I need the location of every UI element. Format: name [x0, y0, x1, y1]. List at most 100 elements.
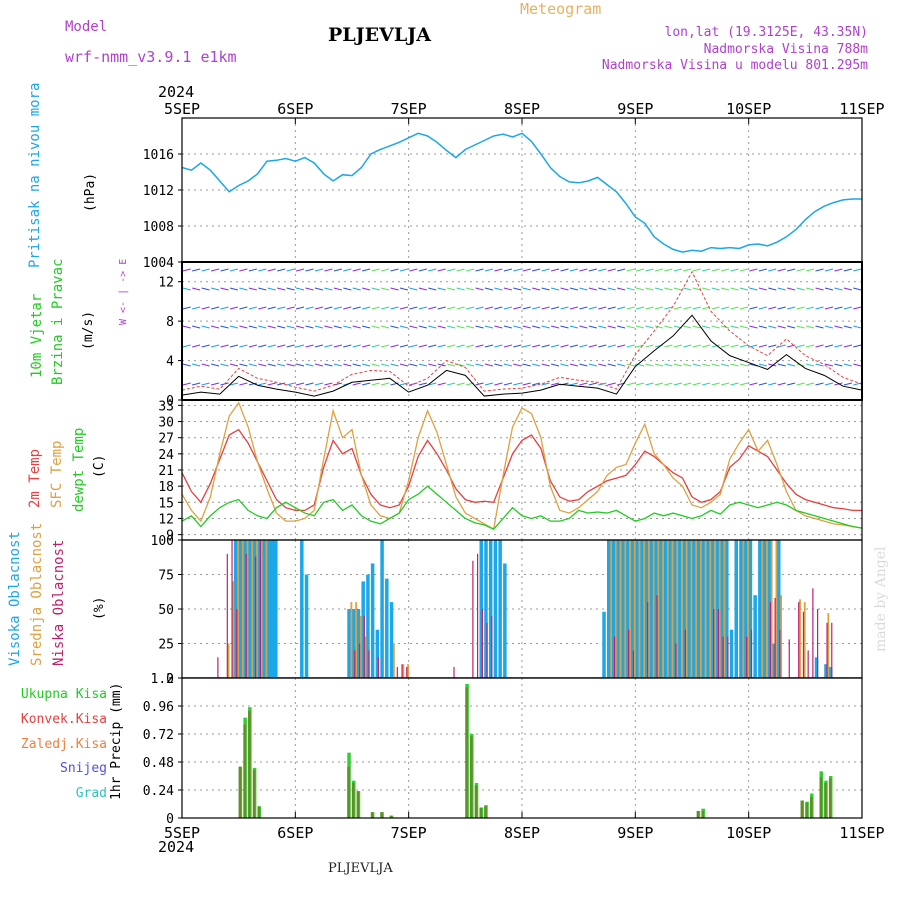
- wind-barb: [579, 325, 588, 329]
- low-cloud-bar: [472, 560, 474, 678]
- wind-barb: [522, 268, 531, 272]
- wind-barb: [192, 344, 201, 348]
- wind-barb: [579, 363, 588, 367]
- wind-barb: [352, 382, 361, 386]
- wind-barb: [522, 382, 531, 386]
- wind-barb: [513, 344, 522, 348]
- low-cloud-bar: [231, 540, 233, 678]
- wind-barb: [314, 306, 324, 310]
- wind-barb: [239, 382, 248, 386]
- wind-barb: [305, 287, 314, 291]
- low-cloud-bar: [477, 553, 479, 678]
- wind-barb: [853, 287, 862, 291]
- wind-barb: [541, 382, 550, 386]
- wind-barb: [513, 363, 522, 367]
- wind-barb: [494, 306, 503, 310]
- day-label-top: 8SEP: [504, 100, 540, 118]
- wind-barb: [777, 363, 786, 367]
- mid-cloud-bar: [241, 540, 244, 678]
- wind-barb: [787, 287, 796, 291]
- convective-precip-bar: [800, 800, 804, 818]
- wind-barb: [532, 287, 541, 291]
- wind-barb: [711, 363, 720, 367]
- wind-barb: [182, 382, 191, 386]
- y-tick-label: 1.2: [151, 672, 174, 687]
- wind-barb: [768, 363, 777, 367]
- wind-barb: [711, 344, 720, 348]
- wind-barb: [267, 287, 276, 291]
- wind-barb: [532, 306, 541, 310]
- wind-barb: [343, 268, 352, 272]
- high-cloud-bar: [673, 540, 677, 678]
- wind-barb: [541, 268, 550, 272]
- wind-barb: [390, 363, 399, 367]
- high-cloud-bar: [274, 540, 278, 678]
- wind-barb: [324, 344, 333, 348]
- wind-barb: [277, 306, 286, 310]
- wind-barb: [711, 268, 720, 272]
- wind-barb: [607, 344, 616, 348]
- high-cloud-bar: [352, 609, 356, 678]
- wind-barb: [579, 306, 588, 310]
- high-cloud-bar: [729, 629, 734, 678]
- wind-barb: [824, 268, 834, 272]
- wind-barb: [541, 363, 550, 367]
- wind-barb: [192, 382, 201, 386]
- mid-cloud-bar: [652, 540, 655, 678]
- day-label-top: 11SEP: [839, 100, 884, 118]
- wind-barb: [654, 287, 664, 291]
- wind-barb: [673, 306, 682, 310]
- wind-barb: [380, 287, 390, 291]
- wind-barb: [550, 268, 560, 272]
- y-tick-label: 25: [158, 638, 174, 653]
- wind-barb: [220, 287, 229, 291]
- wind-barb: [550, 306, 560, 310]
- wind-barb: [475, 344, 484, 348]
- high-cloud-bar: [252, 540, 257, 678]
- mid-cloud-bar: [614, 540, 617, 678]
- low-cloud-bar: [401, 664, 403, 678]
- wind-barb: [541, 344, 550, 348]
- wind-barb: [768, 382, 777, 386]
- wind-barb: [654, 363, 664, 367]
- wind-barb: [683, 306, 692, 310]
- wind-barb: [343, 344, 352, 348]
- high-cloud-bar: [767, 540, 772, 678]
- coords-text: lon,lat (19.3125E, 43.35N): [664, 25, 869, 40]
- wind-barb: [277, 363, 286, 367]
- low-cloud-bar: [226, 553, 228, 678]
- wind-barb: [787, 344, 796, 348]
- mid-cloud-bar: [704, 540, 707, 678]
- wind-barb: [513, 287, 522, 291]
- wind-barb: [380, 344, 390, 348]
- wind-barb: [702, 325, 711, 329]
- wind-barb: [409, 306, 418, 310]
- wind-barb: [560, 306, 569, 310]
- wind-barb: [796, 287, 805, 291]
- day-label-bottom: 11SEP: [839, 824, 884, 842]
- wind-barb: [532, 363, 541, 367]
- wind-barb: [437, 306, 446, 310]
- wind-barb: [484, 325, 494, 329]
- convective-precip-bar: [484, 806, 487, 818]
- convective-precip-bar: [810, 797, 813, 818]
- wind-barb: [239, 268, 248, 272]
- mid-cloud-bar: [393, 643, 395, 678]
- wind-barb: [371, 325, 380, 329]
- y-tick-label: 0: [166, 672, 174, 687]
- mid-cloud-bar: [227, 643, 230, 678]
- high-cloud-bar: [706, 540, 710, 678]
- wind-barb: [390, 306, 399, 310]
- wind-barb: [739, 287, 749, 291]
- y-tick-label: 12: [158, 512, 174, 527]
- high-cloud-bar: [389, 602, 394, 678]
- low-cloud-bar: [817, 609, 819, 678]
- wind-barb: [399, 344, 409, 348]
- high-cloud-bar: [625, 540, 630, 678]
- wind-barb: [853, 306, 862, 310]
- wind-barb: [569, 306, 579, 310]
- mid-cloud-bar: [629, 540, 631, 678]
- wind-barb: [229, 363, 239, 367]
- day-label-bottom: 10SEP: [726, 824, 771, 842]
